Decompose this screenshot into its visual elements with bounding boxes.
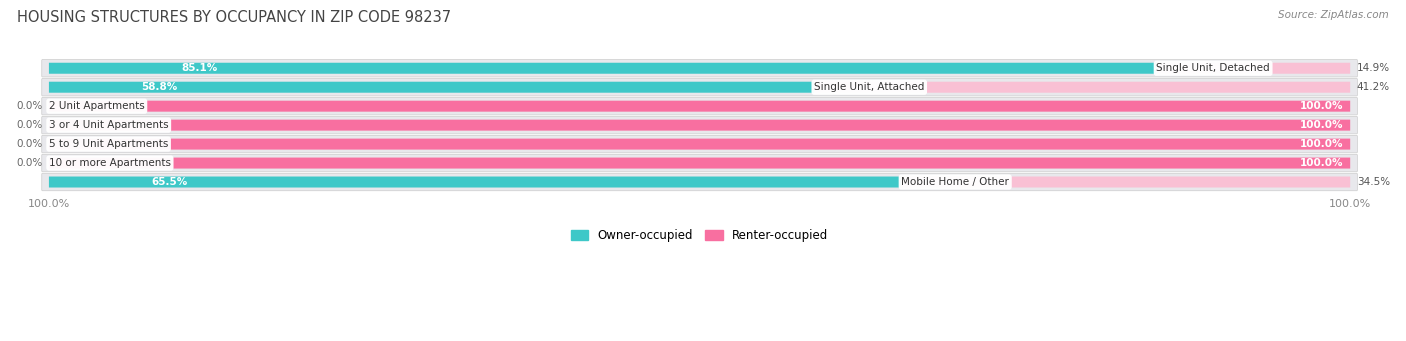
Text: 0.0%: 0.0% (15, 139, 42, 149)
Text: 0.0%: 0.0% (15, 101, 42, 111)
Text: 100.0%: 100.0% (1301, 120, 1344, 130)
Text: 65.5%: 65.5% (152, 177, 187, 187)
FancyBboxPatch shape (42, 135, 1357, 153)
Text: 85.1%: 85.1% (181, 63, 218, 73)
FancyBboxPatch shape (49, 138, 1350, 150)
Text: Single Unit, Attached: Single Unit, Attached (814, 82, 925, 92)
FancyBboxPatch shape (1156, 63, 1350, 74)
FancyBboxPatch shape (42, 173, 1357, 191)
FancyBboxPatch shape (42, 98, 1357, 115)
FancyBboxPatch shape (49, 120, 101, 131)
Text: 10 or more Apartments: 10 or more Apartments (49, 158, 172, 168)
Text: Source: ZipAtlas.com: Source: ZipAtlas.com (1278, 10, 1389, 20)
Text: 14.9%: 14.9% (1357, 63, 1391, 73)
FancyBboxPatch shape (42, 154, 1357, 172)
FancyBboxPatch shape (42, 60, 1357, 77)
FancyBboxPatch shape (49, 120, 1350, 131)
FancyBboxPatch shape (49, 158, 1350, 168)
Text: 5 to 9 Unit Apartments: 5 to 9 Unit Apartments (49, 139, 169, 149)
FancyBboxPatch shape (901, 177, 1350, 188)
FancyBboxPatch shape (42, 78, 1357, 96)
Text: 58.8%: 58.8% (141, 82, 177, 92)
Text: HOUSING STRUCTURES BY OCCUPANCY IN ZIP CODE 98237: HOUSING STRUCTURES BY OCCUPANCY IN ZIP C… (17, 10, 451, 25)
Text: Mobile Home / Other: Mobile Home / Other (901, 177, 1010, 187)
FancyBboxPatch shape (49, 82, 814, 93)
FancyBboxPatch shape (42, 116, 1357, 134)
Legend: Owner-occupied, Renter-occupied: Owner-occupied, Renter-occupied (565, 224, 834, 247)
Text: 0.0%: 0.0% (15, 120, 42, 130)
FancyBboxPatch shape (49, 158, 101, 168)
Text: 41.2%: 41.2% (1357, 82, 1391, 92)
Text: 100.0%: 100.0% (1301, 158, 1344, 168)
Text: 0.0%: 0.0% (15, 158, 42, 168)
FancyBboxPatch shape (49, 138, 101, 150)
FancyBboxPatch shape (49, 63, 1156, 74)
FancyBboxPatch shape (49, 101, 101, 112)
FancyBboxPatch shape (814, 82, 1350, 93)
FancyBboxPatch shape (49, 177, 901, 188)
FancyBboxPatch shape (49, 101, 1350, 112)
Text: 3 or 4 Unit Apartments: 3 or 4 Unit Apartments (49, 120, 169, 130)
Text: Single Unit, Detached: Single Unit, Detached (1156, 63, 1270, 73)
Text: 100.0%: 100.0% (1301, 139, 1344, 149)
Text: 2 Unit Apartments: 2 Unit Apartments (49, 101, 145, 111)
Text: 100.0%: 100.0% (1301, 101, 1344, 111)
Text: 34.5%: 34.5% (1357, 177, 1391, 187)
